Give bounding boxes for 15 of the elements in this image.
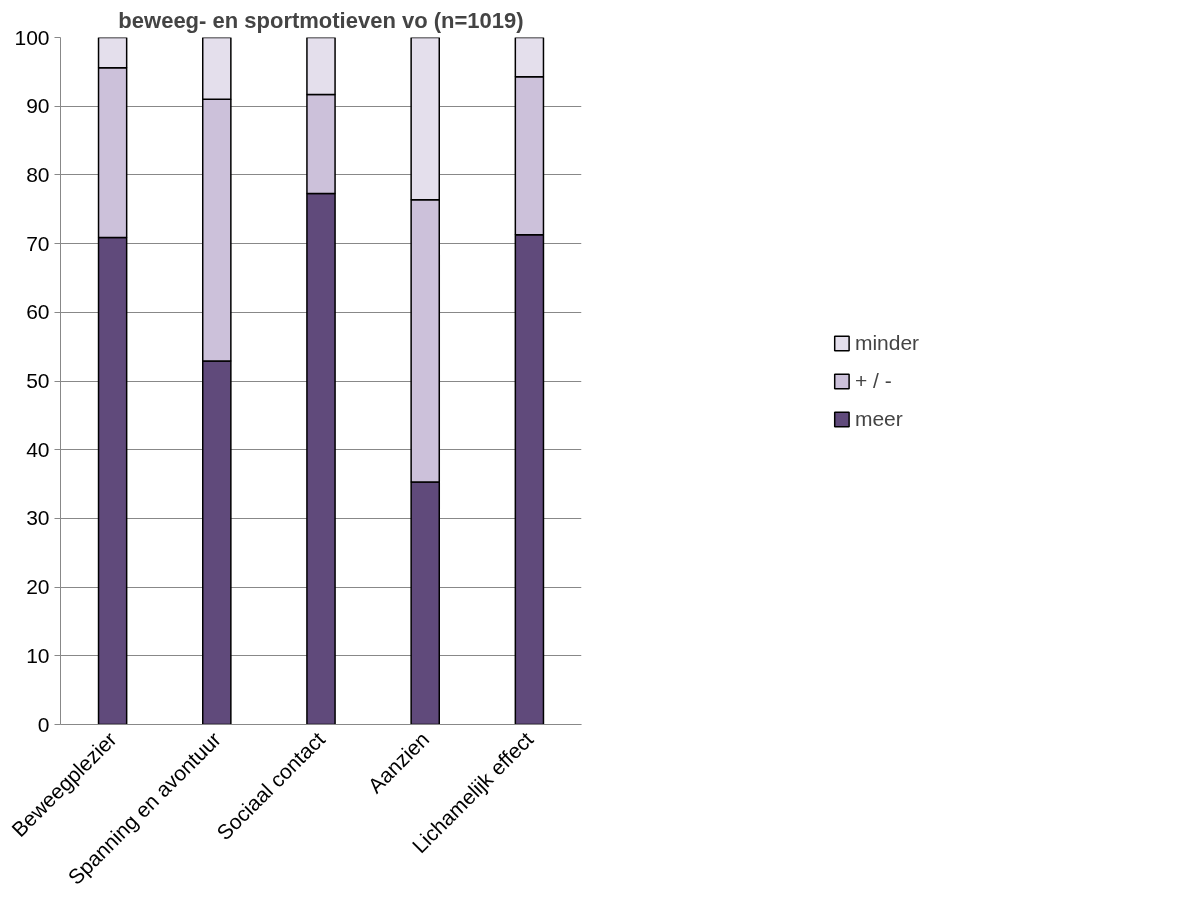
- y-tick-label: 60: [26, 300, 50, 324]
- legend-label: meer: [854, 406, 903, 431]
- y-tick-label: 70: [26, 231, 50, 255]
- y-tick-label: 30: [26, 506, 50, 530]
- y-tick-label: 20: [26, 575, 50, 599]
- y-tick-label: 90: [26, 94, 50, 118]
- chart-title: beweeg- en sportmotieven vo (n=1019): [118, 7, 524, 33]
- legend-label: + / -: [854, 368, 892, 393]
- legend-label: minder: [854, 330, 920, 355]
- y-tick-label: 80: [26, 162, 50, 186]
- y-tick-label: 40: [26, 437, 50, 461]
- y-tick-label: 10: [26, 643, 50, 667]
- y-tick-label: 0: [37, 712, 50, 736]
- y-tick-label: 50: [26, 369, 50, 392]
- y-tick-label: 100: [14, 25, 50, 49]
